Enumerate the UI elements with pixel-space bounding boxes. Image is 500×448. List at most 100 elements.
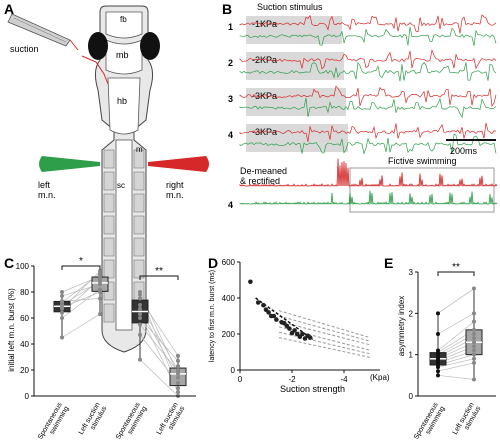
data-point bbox=[60, 335, 64, 340]
data-point bbox=[60, 299, 64, 304]
sc-label: sc bbox=[117, 181, 125, 190]
trace-row: 1 -1KPa bbox=[228, 14, 497, 46]
data-point bbox=[176, 368, 180, 372]
data-point bbox=[60, 310, 64, 315]
data-point bbox=[98, 269, 102, 274]
bottom-row-index: 4 bbox=[228, 200, 233, 210]
stimulus-shade bbox=[246, 124, 348, 152]
pair-line bbox=[437, 362, 475, 372]
y-tick-label: 20 bbox=[20, 366, 29, 375]
data-point bbox=[60, 290, 64, 294]
pair-line bbox=[61, 313, 101, 338]
green-trace bbox=[239, 61, 497, 82]
data-point bbox=[138, 296, 142, 301]
y-tick-label: 100 bbox=[16, 262, 30, 271]
data-point bbox=[138, 312, 142, 317]
trace-row-index: 2 bbox=[228, 58, 233, 68]
panel-d-ylabel: latency to first m.n. burst (ms) bbox=[209, 270, 216, 362]
regression-line bbox=[278, 331, 371, 355]
data-point bbox=[60, 293, 64, 298]
sig-bracket bbox=[437, 271, 475, 276]
data-point bbox=[472, 319, 476, 324]
data-point bbox=[472, 377, 476, 382]
pair-line bbox=[61, 289, 101, 319]
data-point bbox=[176, 390, 180, 395]
data-point bbox=[248, 279, 253, 285]
x-tick-label: Spontaneousswimming bbox=[115, 401, 149, 445]
data-point bbox=[255, 300, 261, 305]
data-point bbox=[138, 332, 142, 337]
data-point bbox=[98, 287, 102, 292]
x-tick-label: Left suctionstimulus bbox=[452, 401, 483, 440]
x-tick-label: -2 bbox=[288, 375, 296, 384]
y-tick-label: 600 bbox=[222, 258, 236, 267]
data-point bbox=[176, 375, 180, 380]
mb-label: mb bbox=[116, 50, 129, 60]
data-point bbox=[98, 296, 102, 301]
y-tick-label: 3 bbox=[409, 268, 414, 277]
suction-label: suction bbox=[10, 44, 39, 54]
left-eye-icon bbox=[88, 32, 108, 60]
green-trace bbox=[239, 133, 497, 155]
y-tick-label: 60 bbox=[20, 314, 29, 323]
data-point bbox=[472, 340, 476, 345]
data-point bbox=[436, 373, 440, 378]
data-point bbox=[472, 336, 476, 341]
sig-label: * bbox=[79, 256, 83, 267]
fictive-swimming-box bbox=[349, 167, 495, 213]
green-trace bbox=[239, 97, 497, 119]
green-trace bbox=[239, 26, 497, 46]
data-point bbox=[287, 326, 292, 331]
trace-row-index: 1 bbox=[228, 22, 233, 32]
data-point bbox=[138, 303, 142, 307]
panel-c-ylabel: initial left m.n. burst (%) bbox=[7, 288, 16, 372]
x-tick-label: 0 bbox=[238, 375, 243, 384]
data-point bbox=[138, 290, 142, 294]
data-point bbox=[176, 353, 180, 358]
x-tick-label: -4 bbox=[340, 375, 348, 384]
data-point bbox=[176, 364, 180, 369]
x-tick-label: Left suctionstimulus bbox=[78, 401, 109, 440]
stimulus-shade bbox=[246, 16, 342, 44]
hb-label: hb bbox=[117, 96, 127, 106]
sig-bracket bbox=[139, 275, 179, 280]
panel-d-chart: 0 200 400 600 0 -2 -4 bbox=[222, 258, 380, 384]
red-trace bbox=[239, 85, 497, 107]
m-label: m bbox=[136, 145, 143, 154]
data-point bbox=[436, 332, 440, 336]
regression-line bbox=[278, 310, 371, 339]
y-tick-label: 0 bbox=[25, 392, 30, 401]
data-point bbox=[176, 381, 180, 385]
fictive-swimming-label: Fictive swimming bbox=[388, 156, 457, 166]
trace-row: 3 -3KPa bbox=[228, 85, 497, 119]
red-trace bbox=[239, 122, 497, 142]
panel-e-letter: E bbox=[384, 255, 393, 271]
rectified-traces bbox=[239, 158, 498, 206]
data-point bbox=[436, 311, 440, 316]
data-point bbox=[472, 348, 476, 353]
y-tick-label: 0 bbox=[231, 366, 236, 375]
data-point bbox=[472, 332, 476, 336]
panel-e-chart: 0 1 2 3 Spontaneousswimming Left suctionstimu… bbox=[409, 262, 496, 441]
regression-line bbox=[278, 337, 371, 358]
data-point bbox=[472, 352, 476, 357]
y-tick-label: 200 bbox=[222, 330, 236, 339]
right-mn-label: right m.n. bbox=[166, 180, 184, 200]
x-tick-label: Spontaneousswimming bbox=[37, 401, 71, 445]
left-electrode-icon bbox=[39, 156, 100, 172]
panel-c: C initial left m.n. burst (%) 0 20 40 60 80 1… bbox=[4, 255, 196, 445]
panel-a-letter: A bbox=[4, 1, 14, 17]
stimulus-title: Suction stimulus bbox=[257, 2, 323, 12]
trace-pressure-label: -2KPa bbox=[252, 55, 277, 65]
red-trace bbox=[239, 48, 497, 70]
panel-e: E asymmetry index 0 1 2 3 Spontaneousswimmin… bbox=[384, 255, 496, 441]
data-point bbox=[138, 306, 142, 311]
panel-b: B Suction stimulus 1 -1KPa 2 -2KPa 3 -3KPa 4 -3… bbox=[222, 1, 498, 213]
data-point bbox=[436, 369, 440, 374]
data-point bbox=[271, 313, 277, 319]
trace-rows: 1 -1KPa 2 -2KPa 3 -3KPa 4 -3KPa bbox=[228, 14, 497, 155]
panel-d-letter: D bbox=[208, 255, 218, 271]
regression-line bbox=[278, 315, 371, 342]
data-point bbox=[138, 357, 142, 362]
pair-line bbox=[61, 298, 101, 302]
